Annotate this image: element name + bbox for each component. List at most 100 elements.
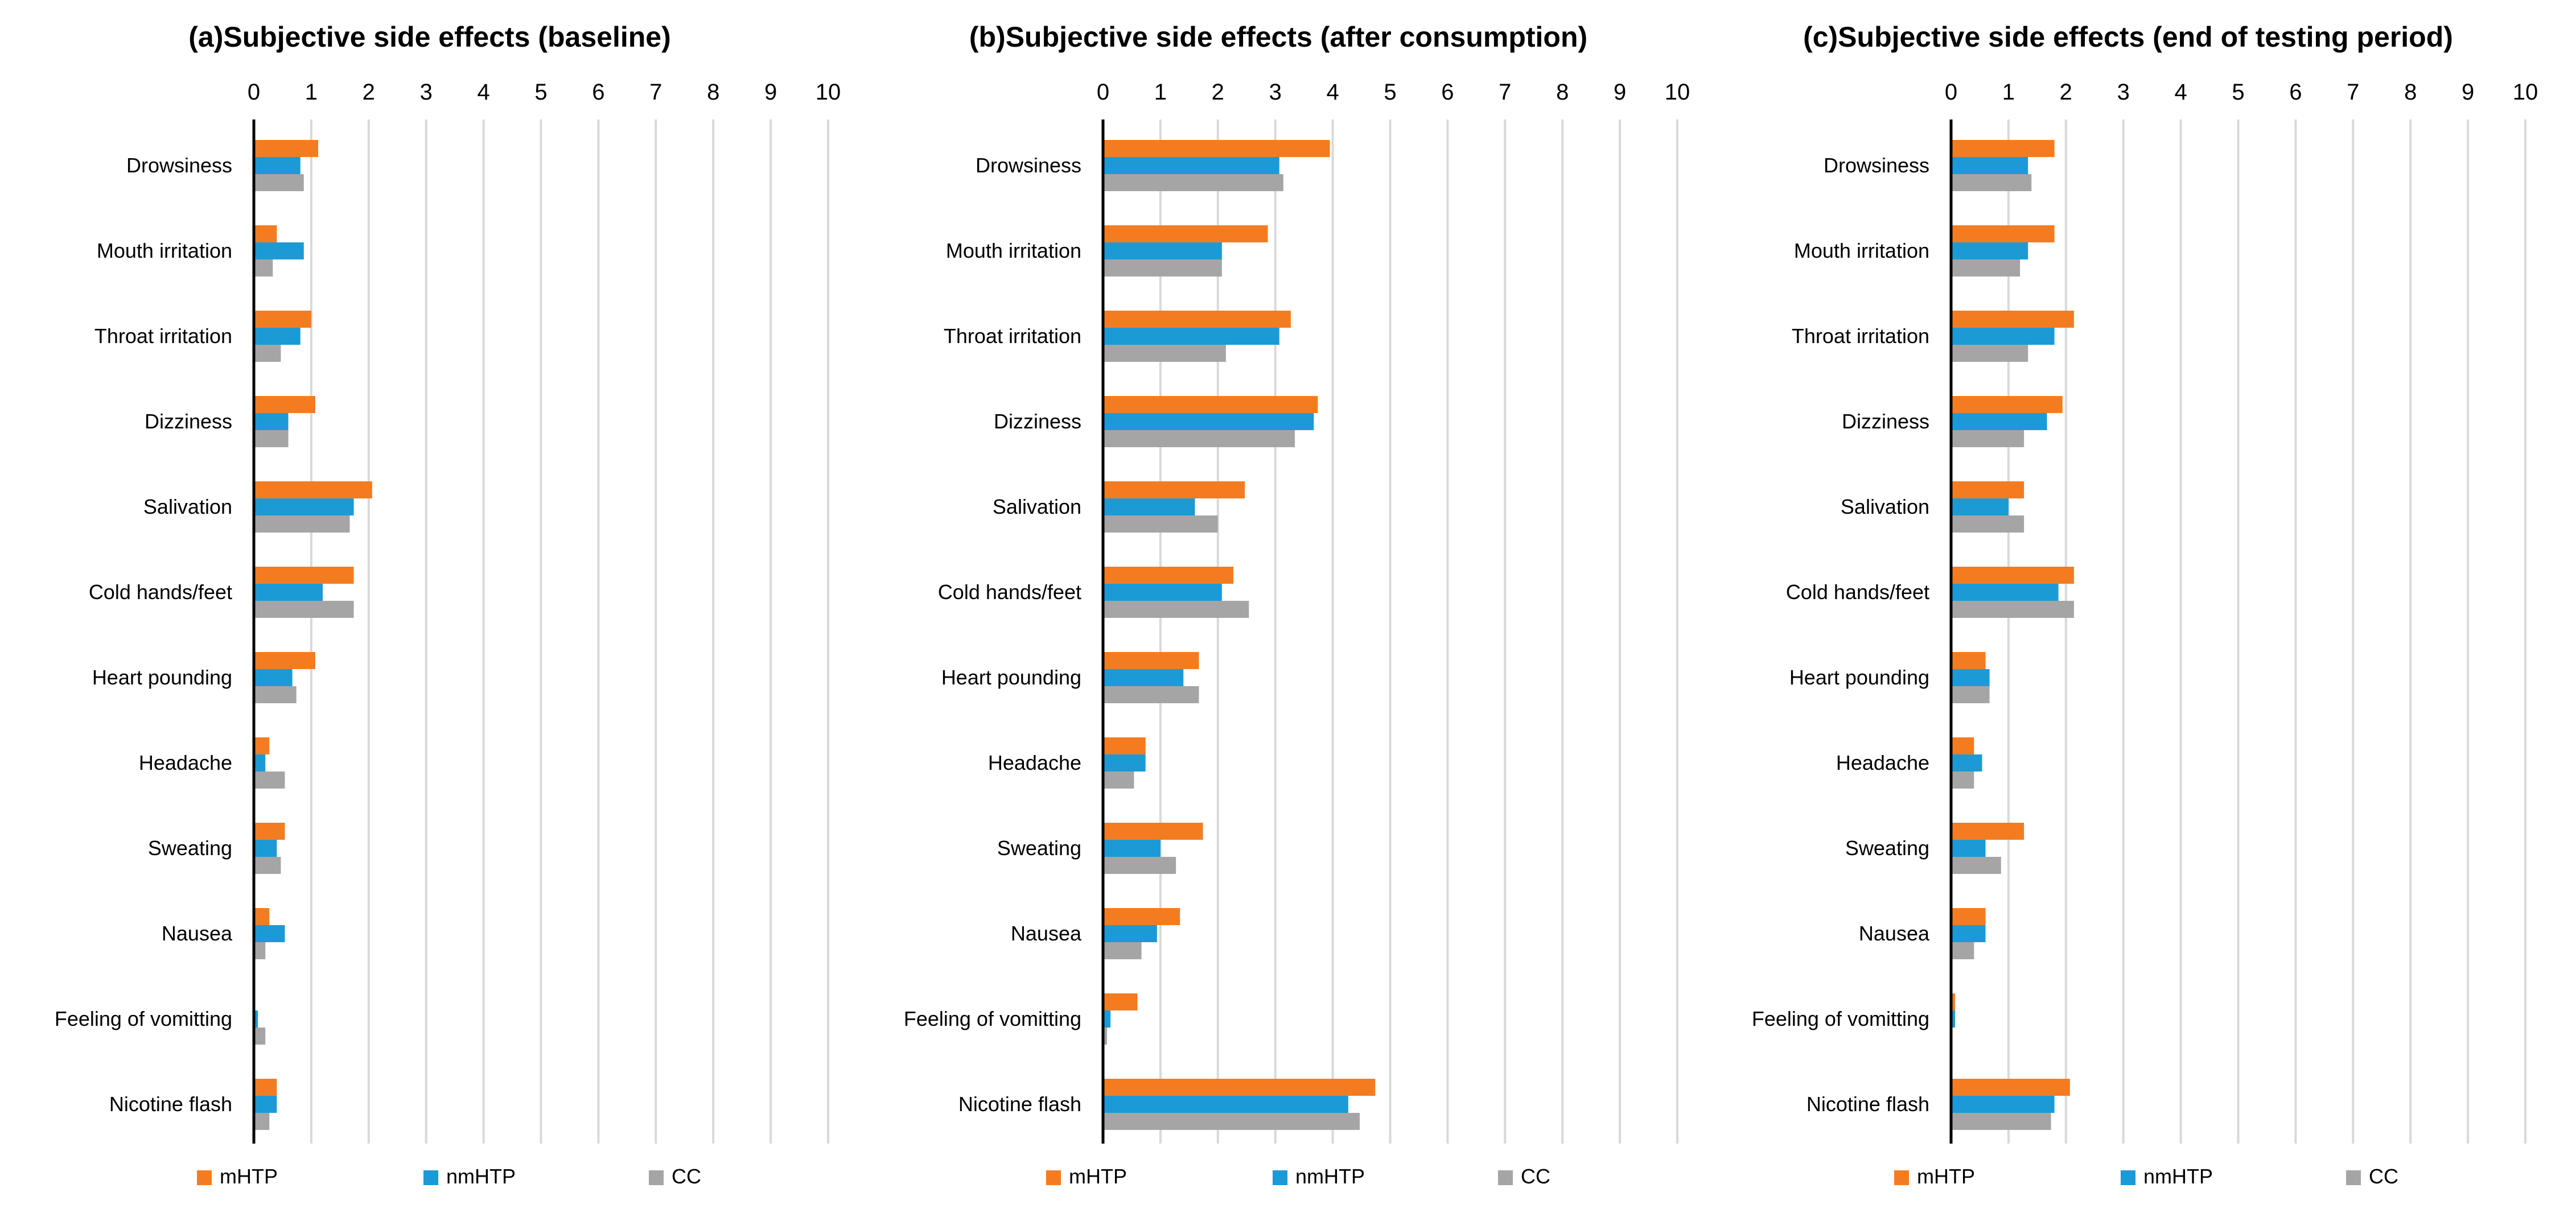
x-tick-label: 5 — [2232, 80, 2244, 105]
category-label: Sweating — [148, 836, 232, 860]
bar-cc — [1951, 601, 2074, 618]
bar-mhtp — [254, 1079, 277, 1096]
bar-nmhtp — [254, 754, 266, 772]
category-label: Dizziness — [145, 410, 232, 433]
category-label: Salivation — [993, 495, 1081, 518]
category-label: Sweating — [997, 836, 1081, 860]
bar-cc — [1103, 772, 1134, 789]
x-tick-label: 1 — [1154, 80, 1167, 105]
x-tick-label: 8 — [707, 80, 719, 105]
legend-label-nmhtp: nmHTP — [2143, 1165, 2213, 1188]
bar-cc — [1951, 686, 1990, 703]
bar-nmhtp — [1103, 413, 1314, 430]
bar-mhtp — [1103, 737, 1146, 754]
category-label: Sweating — [1845, 836, 1929, 860]
bar-mhtp — [1103, 823, 1203, 840]
bar-nmhtp — [254, 328, 301, 345]
x-tick-label: 8 — [1556, 80, 1569, 105]
panel-title-text: Subjective side effects (baseline) — [223, 21, 670, 53]
category-label: Headache — [988, 751, 1081, 774]
bar-nmhtp — [1951, 584, 2059, 601]
bar-cc — [254, 1113, 270, 1130]
x-tick-label: 0 — [1945, 80, 1957, 105]
bar-cc — [1103, 430, 1295, 447]
bar-mhtp — [1951, 140, 2055, 157]
bar-nmhtp — [1951, 925, 1986, 942]
x-tick-label: 3 — [420, 80, 433, 105]
category-label: Nicotine flash — [109, 1092, 232, 1116]
bar-mhtp — [1103, 225, 1268, 242]
bar-mhtp — [1951, 311, 2074, 328]
bar-nmhtp — [1951, 754, 1982, 772]
category-label: Throat irritation — [1792, 324, 1929, 348]
x-tick-label: 10 — [1665, 80, 1690, 105]
bar-mhtp — [254, 311, 311, 328]
x-tick-label: 2 — [1212, 80, 1224, 105]
legend-swatch-mhtp — [1046, 1170, 1061, 1185]
bar-nmhtp — [1103, 242, 1222, 259]
bar-mhtp — [1951, 567, 2074, 584]
panel-title-text: Subjective side effects (end of testing … — [1838, 21, 2453, 53]
category-label: Nicotine flash — [958, 1092, 1081, 1116]
legend-label-mhtp: mHTP — [220, 1165, 278, 1188]
bar-cc — [254, 942, 266, 959]
legend-swatch-mhtp — [1894, 1170, 1909, 1185]
legend-swatch-nmhtp — [1273, 1170, 1287, 1185]
bar-nmhtp — [254, 498, 354, 515]
bar-mhtp — [254, 652, 315, 669]
category-label: Heart pounding — [1789, 666, 1929, 689]
bar-nmhtp — [254, 669, 293, 686]
chart-title: (a)Subjective side effects (baseline) — [188, 21, 671, 53]
panel-title-text: Subjective side effects (after consumpti… — [1006, 21, 1587, 53]
bar-cc — [1103, 857, 1176, 874]
bar-mhtp — [1951, 481, 2024, 498]
bar-nmhtp — [1103, 925, 1157, 942]
legend-swatch-nmhtp — [2121, 1170, 2135, 1185]
bar-cc — [1951, 857, 2001, 874]
bar-nmhtp — [1951, 1096, 2055, 1113]
bar-cc — [254, 345, 281, 362]
bar-cc — [254, 601, 354, 618]
bar-nmhtp — [1103, 157, 1279, 174]
bar-mhtp — [254, 225, 277, 242]
x-tick-label: 7 — [649, 80, 662, 105]
category-label: Heart pounding — [941, 666, 1081, 689]
x-tick-label: 0 — [248, 80, 260, 105]
bar-nmhtp — [254, 1096, 277, 1113]
bar-nmhtp — [254, 1010, 258, 1028]
chart-panel-1: 0 1 2 3 4 5 6 7 8 9 10 (b)Subjective side effects (… — [904, 21, 1690, 1188]
bar-cc — [254, 430, 289, 447]
legend-swatch-cc — [2346, 1170, 2361, 1185]
category-label: Salivation — [1841, 495, 1929, 518]
bar-nmhtp — [1951, 1010, 1956, 1028]
bar-mhtp — [254, 140, 319, 157]
x-tick-label: 0 — [1097, 80, 1109, 105]
x-tick-label: 2 — [363, 80, 375, 105]
bar-cc — [1951, 174, 2032, 191]
x-tick-label: 9 — [764, 80, 777, 105]
bar-cc — [1103, 1028, 1108, 1045]
category-label: Feeling of vomitting — [55, 1007, 232, 1030]
bar-mhtp — [254, 908, 270, 925]
panel-label: (b) — [969, 21, 1006, 53]
bar-mhtp — [254, 823, 285, 840]
category-label: Drowsiness — [126, 154, 232, 177]
bar-nmhtp — [1103, 498, 1195, 515]
legend-swatch-mhtp — [197, 1170, 212, 1185]
x-tick-label: 3 — [1269, 80, 1282, 105]
bar-nmhtp — [254, 584, 323, 601]
bar-cc — [254, 515, 350, 533]
category-label: Feeling of vomitting — [904, 1007, 1081, 1030]
legend-swatch-nmhtp — [423, 1170, 438, 1185]
bar-nmhtp — [1951, 242, 2028, 259]
bar-cc — [254, 174, 304, 191]
bar-cc — [1951, 345, 2028, 362]
bar-mhtp — [1951, 823, 2024, 840]
legend-swatch-cc — [649, 1170, 664, 1185]
bar-nmhtp — [254, 840, 277, 857]
x-tick-label: 1 — [2002, 80, 2015, 105]
bar-nmhtp — [254, 925, 285, 942]
bar-mhtp — [254, 567, 354, 584]
chart-title: (b)Subjective side effects (after consum… — [969, 21, 1587, 53]
